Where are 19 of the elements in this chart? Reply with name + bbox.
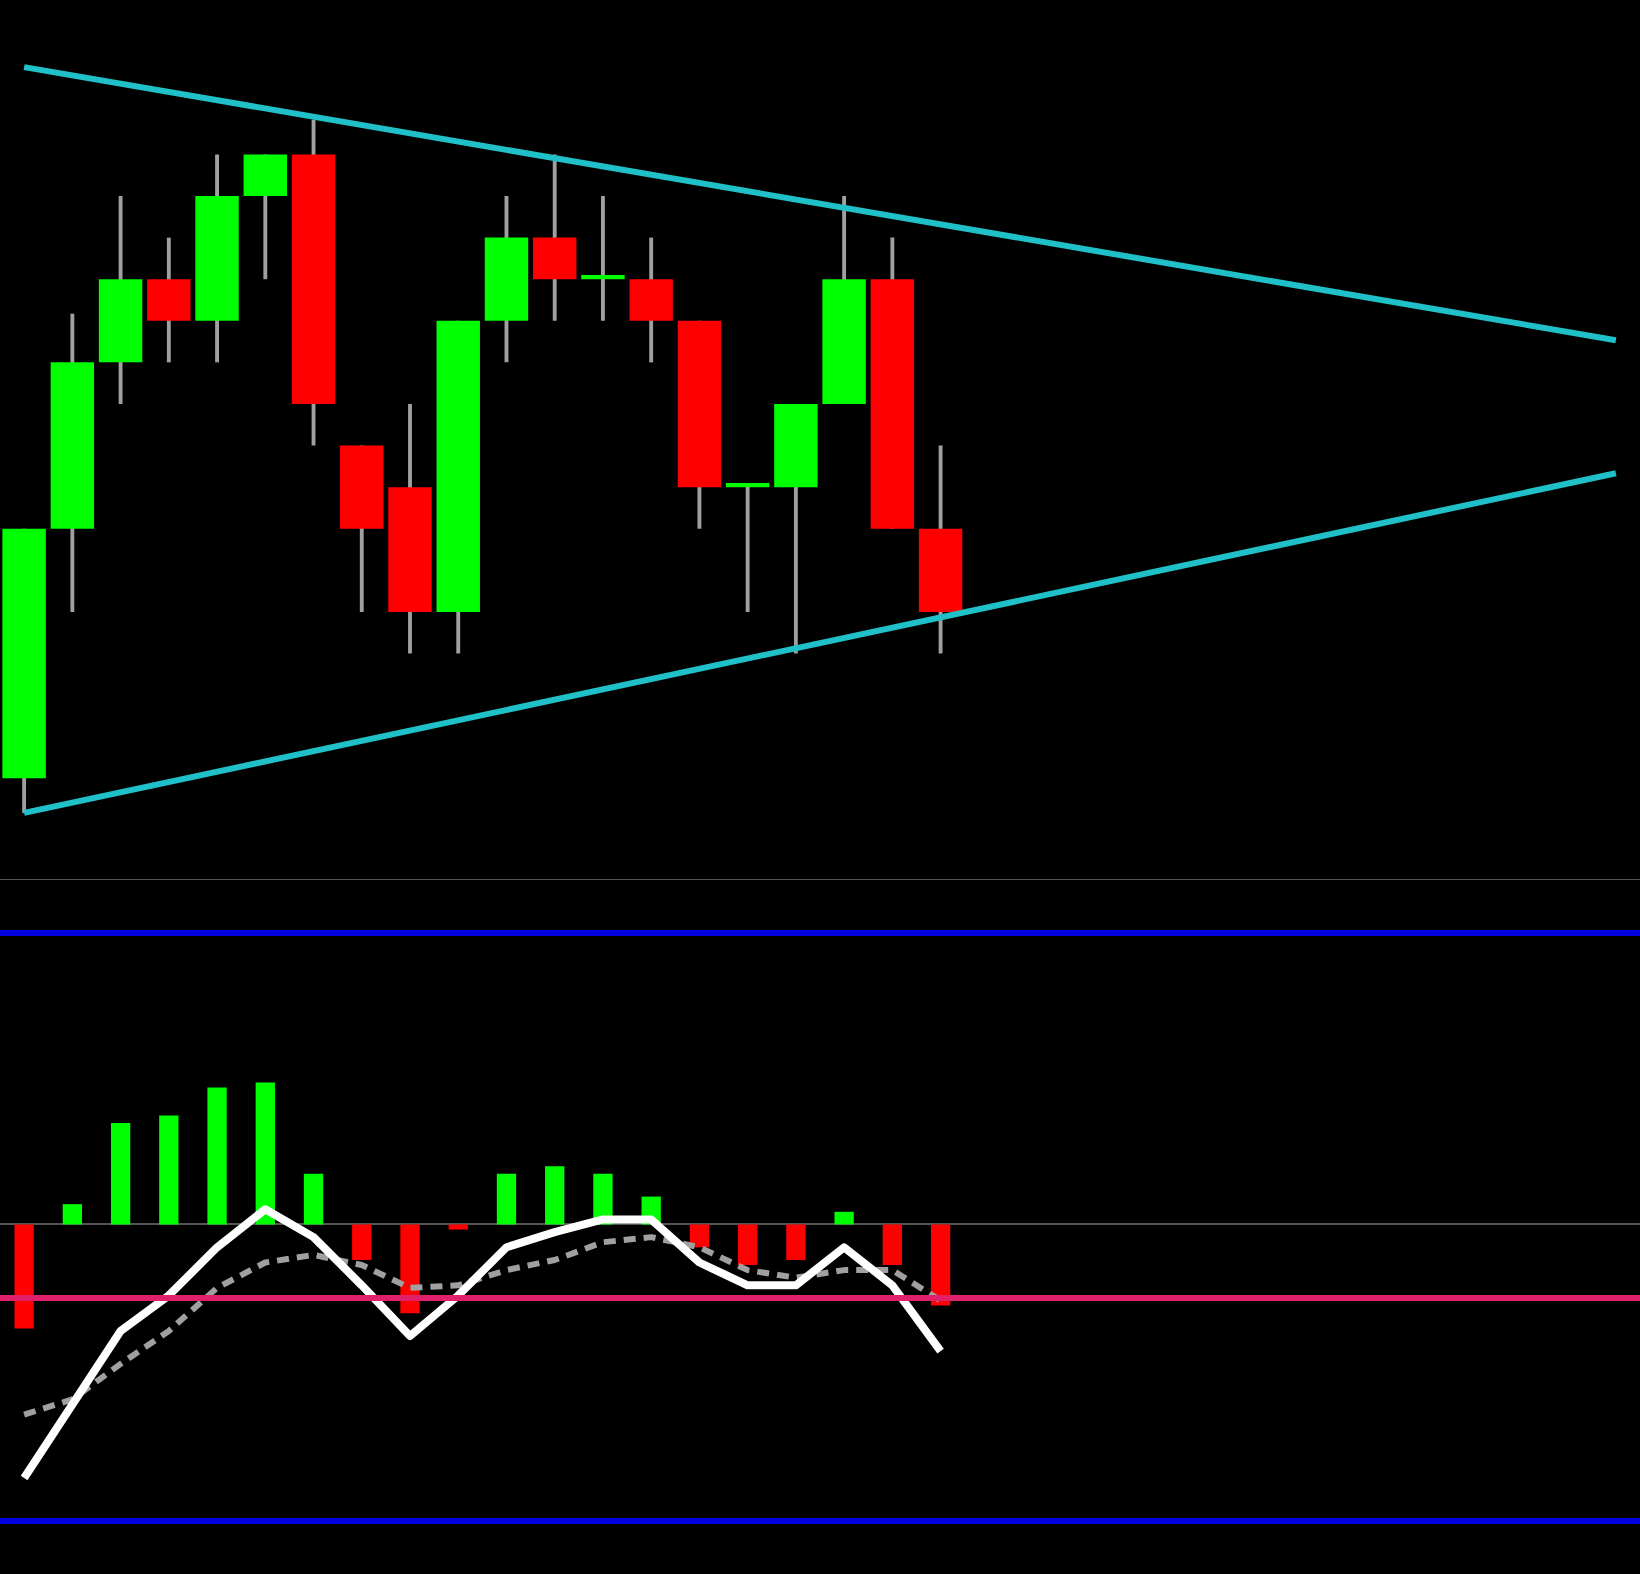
bar — [496, 1173, 517, 1225]
bar — [738, 1224, 758, 1266]
bar — [303, 1173, 324, 1225]
bar — [786, 1224, 806, 1260]
candlestick — [725, 482, 770, 612]
bar — [110, 1123, 131, 1225]
bar — [352, 1224, 372, 1260]
bar — [448, 1224, 468, 1230]
bar — [545, 1166, 565, 1225]
bar — [62, 1204, 82, 1225]
bar — [207, 1087, 227, 1225]
bar — [159, 1115, 179, 1225]
bar — [14, 1224, 34, 1329]
bar — [882, 1224, 902, 1266]
bar — [834, 1211, 854, 1225]
bar — [255, 1082, 275, 1225]
bar — [689, 1224, 710, 1248]
candlestick — [581, 196, 625, 321]
bar — [930, 1224, 951, 1306]
